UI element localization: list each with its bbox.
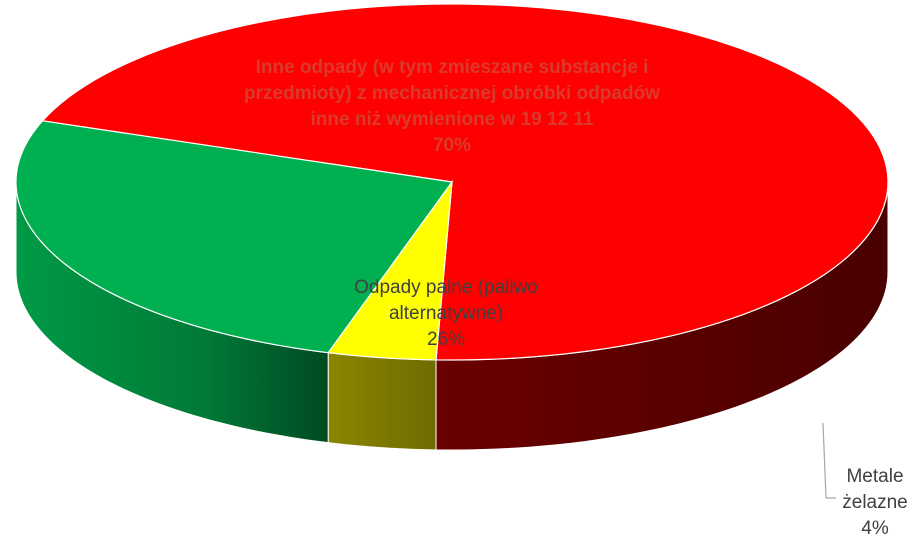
label-slice-0-value: 70% <box>433 135 471 156</box>
data-labels: Inne odpady (w tym zmieszane substancje … <box>244 57 908 539</box>
pie-top-faces <box>15 3 889 361</box>
pie-slice-1 <box>327 179 453 361</box>
label-slice-1-value: 4% <box>861 518 889 539</box>
label-slice-1: Metale żelazne 4% <box>842 466 908 539</box>
label-slice-2-name-line-1: alternatywne) <box>389 303 503 324</box>
leader-lines <box>822 422 836 499</box>
label-slice-0-name-line-2: inne niż wymienione w 19 12 11 <box>311 109 594 130</box>
label-slice-0: Inne odpady (w tym zmieszane substancje … <box>244 57 660 156</box>
label-slice-2: Odpady palne (paliwo alternatywne) 26% <box>354 277 538 350</box>
pie-side-walls <box>15 181 889 451</box>
label-slice-2-value: 26% <box>427 329 465 350</box>
label-slice-2-name-line-0: Odpady palne (paliwo <box>354 277 538 298</box>
pie-slice-2 <box>15 120 454 354</box>
label-slice-0-name-line-0: Inne odpady (w tym zmieszane substancje … <box>256 57 649 78</box>
leader-line-slice-1 <box>822 422 836 499</box>
pie-side-1-0 <box>327 352 437 451</box>
label-slice-0-name-line-1: przedmioty) z mechanicznej obróbki odpad… <box>244 83 660 104</box>
pie-slice-0 <box>41 3 889 361</box>
label-slice-1-name-line-0: Metale <box>846 466 903 487</box>
label-slice-1-name-line-1: żelazne <box>842 492 908 513</box>
